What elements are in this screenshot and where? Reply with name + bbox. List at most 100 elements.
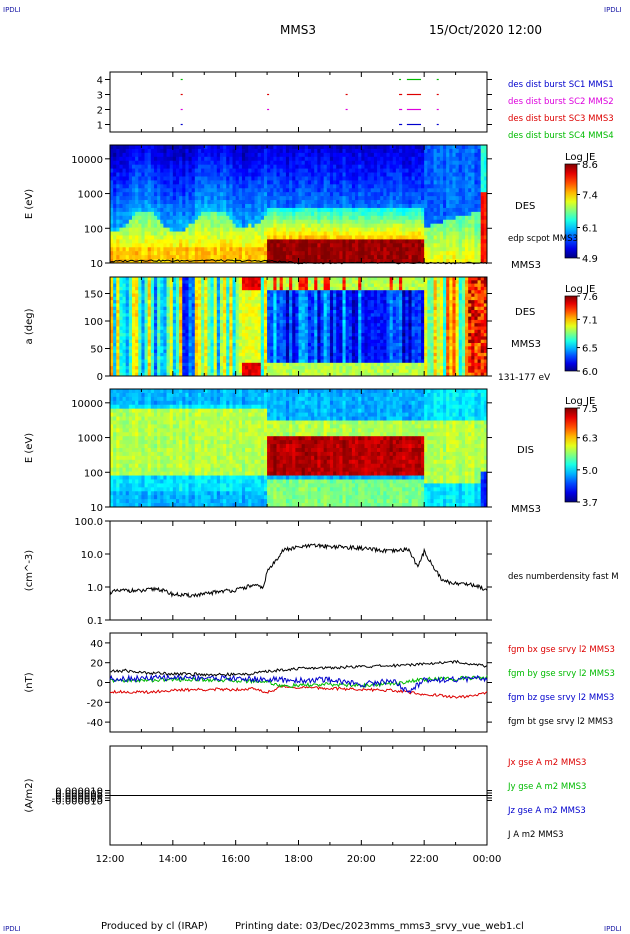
heatmap-cell — [329, 247, 334, 252]
heatmap-cell — [179, 148, 183, 154]
heatmap-cell — [260, 219, 265, 225]
heatmap-cell — [179, 339, 183, 344]
heatmap-cell — [267, 223, 271, 228]
heatmap-cell — [468, 156, 472, 162]
heatmap-cell — [201, 156, 205, 162]
heatmap-cell — [223, 323, 227, 327]
heatmap-cell — [421, 196, 425, 201]
heatmap-cell — [216, 277, 221, 281]
heatmap-cell — [364, 184, 369, 189]
heatmap-cell — [182, 219, 186, 225]
heatmap-cell — [421, 188, 425, 193]
heatmap-cell — [131, 366, 136, 370]
heatmap-cell — [439, 223, 444, 228]
heatmap-cell — [204, 145, 208, 150]
heatmap-cell — [361, 164, 365, 169]
heatmap-cell — [113, 339, 117, 344]
heatmap-cell — [113, 323, 117, 327]
heatmap-cell — [160, 277, 164, 281]
heatmap-cell — [182, 286, 186, 291]
heatmap-cell — [329, 204, 334, 209]
heatmap-cell — [383, 204, 387, 209]
heatmap-cell — [128, 239, 133, 244]
heatmap-cell — [188, 152, 193, 158]
heatmap-cell — [122, 349, 127, 354]
heatmap-cell — [377, 145, 381, 150]
heatmap-cell — [263, 235, 268, 240]
heatmap-cell — [138, 156, 142, 162]
heatmap-cell — [235, 227, 240, 232]
heatmap-cell — [370, 204, 375, 209]
heatmap-cell — [201, 176, 205, 181]
heatmap-cell — [219, 188, 224, 193]
heatmap-cell — [301, 259, 306, 264]
heatmap-cell — [367, 180, 372, 185]
heatmap-cell — [342, 231, 347, 236]
heatmap-cell — [138, 148, 142, 154]
heatmap-cell — [197, 290, 202, 294]
heatmap-cell — [166, 326, 171, 331]
heatmap-cell — [119, 145, 123, 150]
heatmap-cell — [147, 211, 152, 217]
heatmap-cell — [182, 207, 186, 213]
heatmap-cell — [311, 172, 315, 177]
heatmap-cell — [172, 316, 177, 321]
heatmap-cell — [367, 207, 372, 213]
heatmap-cell — [207, 296, 211, 301]
heatmap-cell — [147, 356, 152, 360]
heatmap-cell — [314, 223, 318, 228]
heatmap-cell — [131, 326, 136, 331]
heatmap-cell — [414, 196, 419, 201]
heatmap-cell — [355, 251, 359, 256]
heatmap-cell — [128, 326, 133, 331]
heatmap-cell — [113, 243, 117, 248]
heatmap-cell — [213, 196, 218, 201]
heatmap-cell — [433, 259, 438, 264]
heatmap-cell — [125, 280, 130, 284]
heatmap-cell — [166, 323, 171, 327]
heatmap-cell — [223, 231, 227, 236]
heatmap-cell — [292, 172, 296, 177]
heatmap-cell — [122, 180, 127, 185]
heatmap-cell — [455, 243, 460, 248]
heatmap-cell — [399, 196, 403, 201]
heatmap-cell — [110, 300, 114, 304]
heatmap-cell — [295, 145, 299, 150]
heatmap-cell — [160, 329, 164, 334]
heatmap-cell — [157, 346, 161, 350]
heatmap-cell — [110, 359, 114, 364]
heatmap-cell — [263, 184, 268, 189]
heatmap-cell — [110, 296, 114, 301]
heatmap-cell — [141, 223, 145, 228]
heatmap-cell — [160, 204, 164, 209]
heatmap-cell — [345, 255, 350, 260]
heatmap-cell — [267, 180, 271, 185]
heatmap-cell — [298, 184, 303, 189]
heatmap-cell — [172, 255, 177, 260]
heatmap-cell — [408, 247, 412, 252]
heatmap-cell — [153, 303, 158, 308]
heatmap-cell — [166, 296, 171, 301]
heatmap-cell — [329, 145, 334, 150]
heatmap-cell — [119, 192, 123, 197]
heatmap-cell — [339, 168, 343, 173]
heatmap-cell — [188, 323, 193, 327]
heatmap-cell — [179, 326, 183, 331]
heatmap-cell — [238, 184, 243, 189]
heatmap-cell — [392, 223, 397, 228]
heatmap-cell — [292, 196, 296, 201]
heatmap-cell — [147, 319, 152, 324]
heatmap-cell — [364, 227, 369, 232]
heatmap-cell — [235, 326, 240, 331]
heatmap-cell — [150, 184, 155, 189]
heatmap-cell — [465, 207, 469, 213]
heatmap-cell — [207, 188, 211, 193]
heatmap-cell — [285, 168, 290, 173]
heatmap-cell — [125, 349, 130, 354]
heatmap-cell — [219, 333, 224, 337]
heatmap-cell — [320, 247, 325, 252]
heatmap-cell — [436, 160, 441, 166]
heatmap-cell — [358, 259, 362, 264]
heatmap-cell — [175, 369, 180, 374]
heatmap-cell — [257, 168, 262, 173]
